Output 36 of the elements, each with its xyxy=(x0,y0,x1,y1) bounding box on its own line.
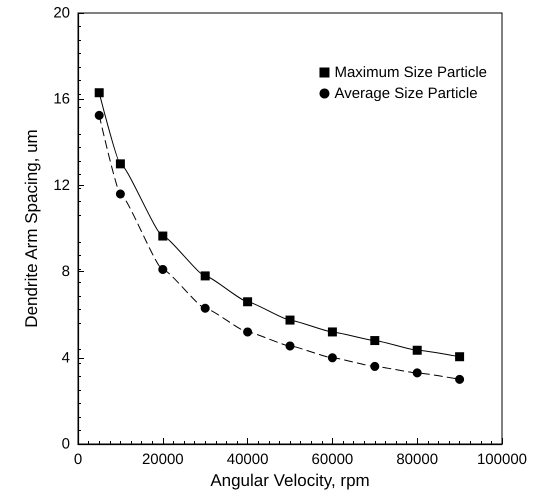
point xyxy=(200,304,210,313)
y-tick-label: 16 xyxy=(53,90,70,108)
y-tick-label: 4 xyxy=(62,349,70,366)
x-tick-label: 60000 xyxy=(312,451,354,468)
point xyxy=(455,374,464,384)
point xyxy=(328,327,337,336)
y-tick-label: 0 xyxy=(62,436,70,452)
point xyxy=(94,88,104,98)
y-tick-label: 8 xyxy=(62,263,70,280)
point xyxy=(286,341,294,350)
point xyxy=(455,352,464,362)
point xyxy=(200,271,210,280)
x-tick-label: 20000 xyxy=(142,451,184,468)
x-tick-label: 80000 xyxy=(396,451,438,468)
x-tick-label: 100000 xyxy=(476,451,528,468)
point xyxy=(328,353,337,362)
point xyxy=(243,297,252,306)
point xyxy=(286,316,294,325)
point xyxy=(158,264,168,274)
point xyxy=(158,232,168,241)
legend-label: Maximum Size Particle xyxy=(334,64,488,81)
y-tick-label: 20 xyxy=(53,4,70,22)
x-tick-label: 40000 xyxy=(226,451,268,468)
point xyxy=(370,362,380,371)
point xyxy=(116,159,125,168)
y-tick-label: 12 xyxy=(53,176,70,194)
point xyxy=(412,346,422,355)
point xyxy=(116,190,125,199)
x-tick-label: 0 xyxy=(74,451,82,468)
point xyxy=(94,110,104,120)
point xyxy=(412,368,422,378)
point xyxy=(243,327,252,336)
y-axis-title: Dendrite Arm Spacing, um xyxy=(22,129,41,328)
x-axis-title: Angular Velocity, rpm xyxy=(210,470,370,490)
legend-label: Average Size Particle xyxy=(334,85,478,102)
point xyxy=(370,336,380,346)
